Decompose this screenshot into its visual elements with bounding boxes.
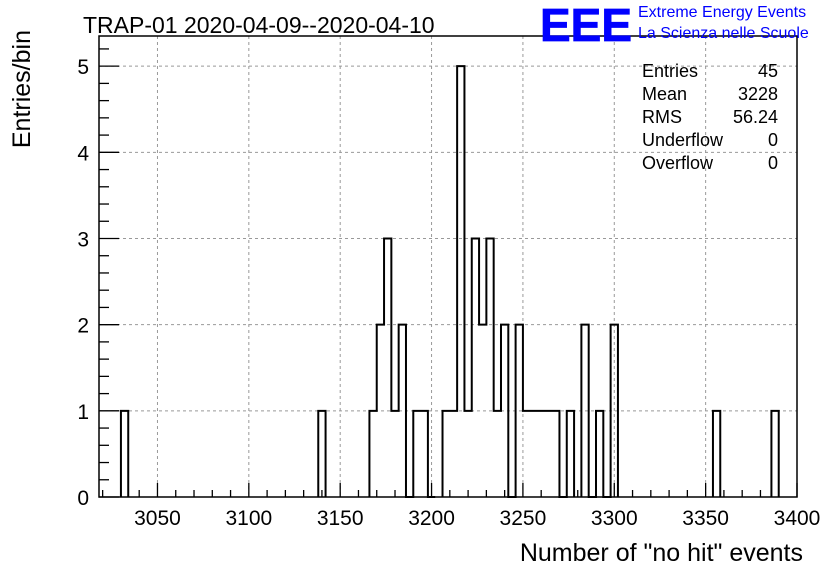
y-tick-label: 1 xyxy=(77,401,89,424)
stats-value: 0 xyxy=(768,130,778,150)
x-axis-label: Number of "no hit" events xyxy=(520,539,803,567)
x-tick-label: 3200 xyxy=(408,507,455,530)
stats-label: Underflow xyxy=(642,130,724,150)
y-tick-label: 5 xyxy=(77,56,89,79)
eee-logo-mark: EEE xyxy=(540,0,632,51)
histogram-step-line xyxy=(119,65,780,498)
stats-label: Overflow xyxy=(642,153,714,173)
eee-logo: EEE Extreme Energy Events La Scienza nel… xyxy=(540,0,809,51)
stats-value: 3228 xyxy=(738,84,778,104)
x-tick-label: 3400 xyxy=(774,507,821,530)
x-tick-label: 3250 xyxy=(500,507,547,530)
eee-logo-line1: Extreme Energy Events xyxy=(638,4,806,21)
y-tick-label: 2 xyxy=(77,315,89,338)
grid xyxy=(99,36,797,497)
axis-ticks xyxy=(99,48,798,498)
x-tick-label: 3050 xyxy=(134,507,181,530)
stats-box: Entries 45 Mean 3228 RMS 56.24 Underflow 0 Overf… xyxy=(642,61,778,173)
stats-label: RMS xyxy=(642,107,682,127)
chart-title: TRAP-01 2020-04-09--2020-04-10 xyxy=(83,12,435,38)
y-tick-label: 4 xyxy=(77,142,89,165)
y-axis-label: Entries/bin xyxy=(8,30,36,148)
stats-label: Entries xyxy=(642,61,698,81)
stats-value: 0 xyxy=(768,153,778,173)
eee-logo-line2: La Scienza nelle Scuole xyxy=(638,25,809,42)
x-tick-label: 3350 xyxy=(682,507,729,530)
stats-value: 56.24 xyxy=(733,107,778,127)
x-tick-label: 3300 xyxy=(591,507,638,530)
stats-label: Mean xyxy=(642,84,687,104)
x-tick-label: 3100 xyxy=(225,507,272,530)
x-tick-label: 3150 xyxy=(317,507,364,530)
plot-frame xyxy=(98,35,798,498)
stats-value: 45 xyxy=(758,61,778,81)
y-tick-label: 3 xyxy=(77,228,89,251)
y-tick-label: 0 xyxy=(77,487,89,510)
